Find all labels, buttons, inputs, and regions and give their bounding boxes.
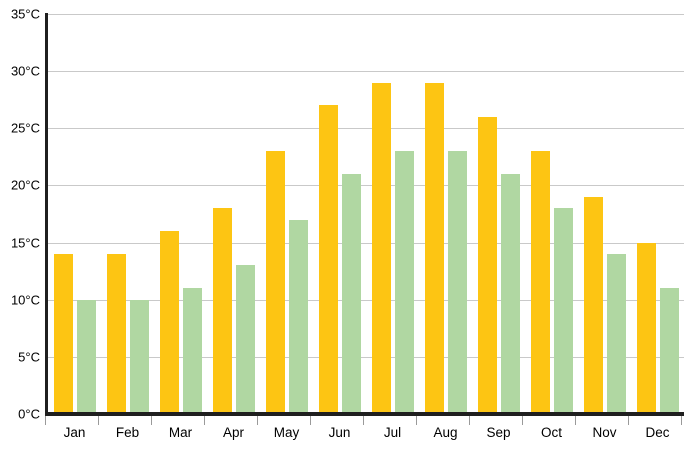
bar-group-dec bbox=[631, 14, 684, 414]
x-label-jul: Jul bbox=[383, 425, 402, 440]
x-tick-mark bbox=[363, 416, 364, 425]
bar-green-sep bbox=[500, 174, 520, 414]
bar-group-sep bbox=[472, 14, 525, 414]
gridline-25 bbox=[48, 128, 684, 130]
bar-group-mar bbox=[154, 14, 207, 414]
y-tick-label: 30°C bbox=[10, 63, 40, 79]
bar-green-jul bbox=[394, 151, 414, 414]
x-tick-mark bbox=[522, 416, 523, 425]
bar-group-jul bbox=[366, 14, 419, 414]
bar-green-feb bbox=[129, 299, 149, 414]
x-tick-mark bbox=[469, 416, 470, 425]
gridline-5 bbox=[48, 356, 684, 358]
bar-yellow-jun bbox=[318, 105, 338, 414]
plot-area bbox=[48, 14, 684, 414]
y-axis-line bbox=[45, 13, 48, 416]
bar-series-container bbox=[48, 14, 684, 414]
x-tick-mark bbox=[416, 416, 417, 425]
bar-green-jun bbox=[341, 174, 361, 414]
bar-group-feb bbox=[101, 14, 154, 414]
x-tick-mark bbox=[628, 416, 629, 425]
x-label-sep: Sep bbox=[486, 425, 511, 440]
gridline-35 bbox=[48, 14, 684, 15]
bar-group-aug bbox=[419, 14, 472, 414]
y-tick-label: 0°C bbox=[18, 406, 40, 422]
x-label-jun: Jun bbox=[328, 425, 351, 440]
x-tick-mark bbox=[151, 416, 152, 425]
x-label-apr: Apr bbox=[222, 425, 244, 440]
bar-green-mar bbox=[182, 288, 202, 414]
bar-group-oct bbox=[525, 14, 578, 414]
x-label-dec: Dec bbox=[645, 425, 670, 440]
bar-yellow-sep bbox=[477, 116, 497, 414]
x-label-jan: Jan bbox=[63, 425, 86, 440]
bar-group-apr bbox=[207, 14, 260, 414]
bar-group-jun bbox=[313, 14, 366, 414]
x-label-mar: Mar bbox=[168, 425, 193, 440]
bar-green-dec bbox=[659, 288, 679, 414]
bar-yellow-oct bbox=[530, 151, 550, 414]
x-tick-mark bbox=[204, 416, 205, 425]
x-label-may: May bbox=[273, 425, 300, 440]
x-tick-mark bbox=[257, 416, 258, 425]
gridline-15 bbox=[48, 242, 684, 244]
bar-green-apr bbox=[235, 265, 255, 414]
x-label-aug: Aug bbox=[433, 425, 458, 440]
x-tick-mark bbox=[98, 416, 99, 425]
bar-yellow-mar bbox=[159, 231, 179, 414]
y-tick-label: 15°C bbox=[10, 235, 40, 251]
bar-group-may bbox=[260, 14, 313, 414]
x-label-nov: Nov bbox=[592, 425, 617, 440]
bar-yellow-aug bbox=[424, 82, 444, 414]
bar-yellow-jul bbox=[371, 82, 391, 414]
bar-yellow-apr bbox=[212, 208, 232, 414]
bar-yellow-feb bbox=[106, 254, 126, 414]
gridline-20 bbox=[48, 185, 684, 187]
bar-green-may bbox=[288, 219, 308, 414]
x-tick-mark bbox=[310, 416, 311, 425]
bar-yellow-may bbox=[265, 151, 285, 414]
bar-yellow-jan bbox=[53, 254, 73, 414]
bar-yellow-dec bbox=[636, 242, 656, 414]
bar-green-oct bbox=[553, 208, 573, 414]
bar-group-nov bbox=[578, 14, 631, 414]
x-axis-category-labels: Jan Feb Mar Apr May Jun Jul Aug Sep Oct Nov Dec bbox=[48, 425, 684, 440]
bar-yellow-nov bbox=[583, 196, 603, 414]
y-tick-label: 25°C bbox=[10, 120, 40, 136]
y-tick-label: 35°C bbox=[10, 6, 40, 22]
y-tick-label: 20°C bbox=[10, 177, 40, 193]
bar-green-nov bbox=[606, 254, 626, 414]
y-tick-label: 5°C bbox=[18, 349, 40, 365]
x-tick-mark bbox=[575, 416, 576, 425]
x-tick-mark bbox=[681, 416, 682, 425]
x-label-feb: Feb bbox=[115, 425, 140, 440]
y-tick-label: 10°C bbox=[10, 292, 40, 308]
gridline-10 bbox=[48, 299, 684, 301]
x-axis-line bbox=[45, 412, 684, 416]
gridline-30 bbox=[48, 71, 684, 73]
x-tick-mark bbox=[45, 416, 46, 425]
bar-green-aug bbox=[447, 151, 467, 414]
x-label-oct: Oct bbox=[540, 425, 562, 440]
bar-group-jan bbox=[48, 14, 101, 414]
bar-green-jan bbox=[76, 299, 96, 414]
